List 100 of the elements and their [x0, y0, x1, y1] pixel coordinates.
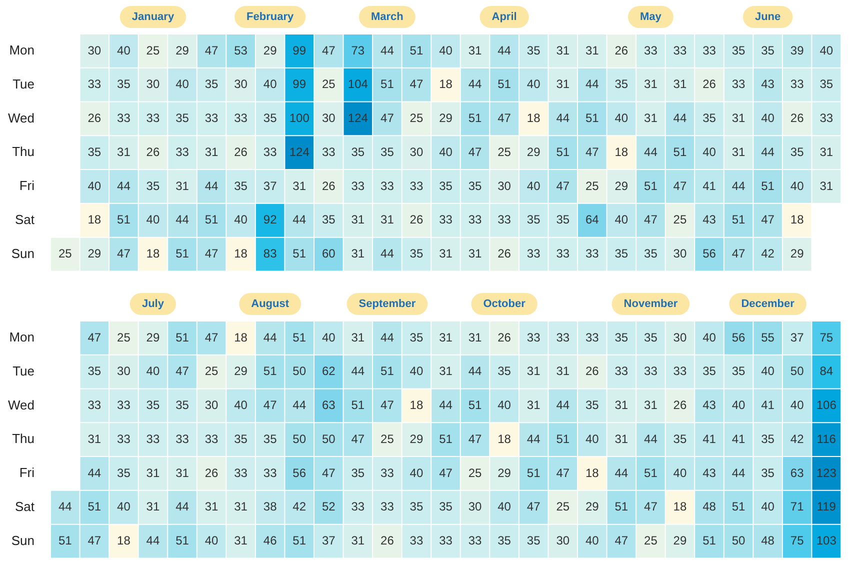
data-label: 44: [88, 466, 102, 480]
data-label: 35: [614, 330, 628, 344]
data-label: 47: [644, 500, 658, 514]
data-label: 31: [234, 500, 248, 514]
data-label: 44: [58, 500, 72, 514]
data-label: 25: [556, 500, 570, 514]
data-label: 51: [380, 77, 394, 92]
data-label: 40: [761, 111, 775, 126]
data-label: 18: [234, 330, 248, 344]
data-label: 38: [263, 500, 278, 514]
data-label: 35: [644, 246, 658, 261]
data-label: 40: [439, 43, 453, 58]
data-label: 18: [117, 534, 131, 548]
data-label: 51: [439, 432, 453, 446]
data-label: 33: [673, 364, 687, 378]
data-label: 47: [322, 466, 336, 480]
data-label: 35: [761, 466, 775, 480]
data-label: 26: [146, 144, 160, 159]
data-label: 51: [58, 534, 72, 548]
data-label: 47: [263, 398, 278, 412]
data-label: 43: [761, 77, 775, 92]
data-label: 33: [263, 466, 278, 480]
data-label: 47: [410, 77, 424, 92]
y-tick-label: Thu: [12, 144, 34, 160]
data-label: 53: [234, 43, 248, 58]
data-label: 35: [439, 500, 453, 514]
data-label: 35: [380, 144, 394, 159]
data-label: 47: [117, 246, 131, 261]
data-label: 29: [176, 43, 190, 58]
data-label: 33: [614, 364, 628, 378]
data-label: 40: [585, 534, 600, 548]
data-label: 100: [289, 111, 310, 126]
data-label: 35: [585, 398, 600, 412]
data-label: 40: [526, 178, 541, 193]
data-label: 33: [263, 144, 278, 159]
data-label: 44: [351, 364, 365, 378]
data-label: 44: [556, 398, 570, 412]
data-label: 35: [88, 144, 102, 159]
data-label: 18: [614, 144, 628, 159]
data-label: 35: [526, 534, 541, 548]
x-tick-label: January: [132, 11, 175, 24]
data-label: 103: [816, 534, 837, 548]
data-label: 40: [146, 364, 160, 378]
data-label: 50: [292, 364, 306, 378]
data-label: 40: [614, 212, 628, 227]
y-tick-label: Sun: [11, 246, 34, 261]
data-label: 31: [176, 466, 190, 480]
data-label: 123: [816, 466, 837, 480]
data-label: 44: [498, 43, 512, 58]
x-tick-label: April: [492, 11, 517, 24]
data-label: 35: [526, 43, 541, 58]
data-label: 44: [468, 77, 482, 92]
data-label: 40: [117, 43, 131, 58]
y-tick-label: Mon: [9, 330, 34, 345]
data-label: 124: [348, 111, 368, 126]
data-label: 40: [761, 500, 775, 514]
data-label: 31: [468, 43, 482, 58]
data-label: 47: [468, 144, 482, 159]
data-label: 33: [526, 330, 541, 344]
data-label: 35: [644, 330, 658, 344]
data-label: 40: [614, 111, 628, 126]
data-label: 26: [234, 144, 248, 159]
data-label: 52: [322, 500, 336, 514]
data-label: 18: [234, 246, 248, 261]
data-label: 51: [351, 398, 365, 412]
data-label: 40: [498, 398, 512, 412]
data-label: 33: [146, 432, 160, 446]
data-label: 47: [526, 500, 541, 514]
data-label: 47: [88, 330, 102, 344]
data-label: 40: [585, 432, 600, 446]
data-label: 35: [614, 246, 628, 261]
x-tick-label: March: [370, 11, 404, 24]
data-label: 29: [263, 43, 278, 58]
data-label: 51: [585, 111, 600, 126]
data-label: 47: [380, 398, 394, 412]
y-tick-label: Tue: [12, 76, 34, 92]
data-label: 33: [176, 144, 190, 159]
data-label: 47: [176, 364, 190, 378]
data-label: 44: [176, 500, 190, 514]
data-label: 35: [498, 534, 512, 548]
data-label: 47: [556, 466, 570, 480]
data-label: 35: [88, 364, 102, 378]
data-label: 75: [790, 534, 804, 548]
data-label: 29: [88, 246, 102, 261]
x-tick-label: October: [483, 298, 526, 310]
y-tick-label: Sun: [11, 532, 34, 548]
data-label: 35: [410, 330, 424, 344]
data-label: 75: [820, 330, 834, 344]
data-label: 44: [556, 111, 570, 126]
data-label: 40: [673, 466, 687, 480]
data-label: 30: [234, 77, 248, 92]
y-tick-label: Wed: [8, 397, 34, 412]
data-label: 51: [556, 144, 570, 159]
data-label: 33: [380, 466, 394, 480]
data-label: 31: [204, 500, 219, 514]
data-label: 26: [498, 330, 512, 344]
data-label: 35: [146, 178, 160, 193]
data-label: 26: [614, 43, 628, 58]
data-label: 31: [644, 398, 658, 412]
y-tick-label: Sat: [14, 498, 35, 514]
